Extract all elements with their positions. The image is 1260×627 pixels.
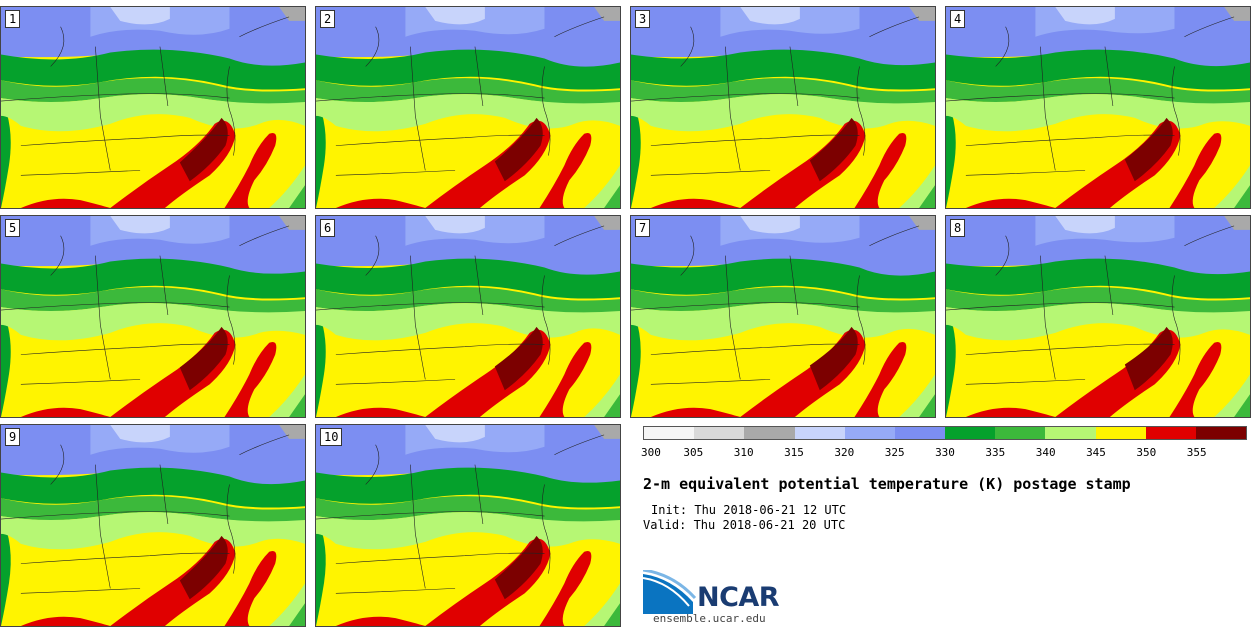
member-number-badge: 6 (320, 219, 336, 237)
member-number-badge: 2 (320, 10, 336, 28)
colorbar-tick-label: 355 (1186, 446, 1207, 459)
ensemble-member-panel: 1 (0, 6, 306, 209)
member-number-badge: 5 (5, 219, 21, 237)
colorbar-tick-label: 335 (985, 446, 1006, 459)
ncar-logo-icon (643, 570, 697, 614)
colorbar-tick-label: 340 (1035, 446, 1056, 459)
colorbar-tick-label: 310 (733, 446, 754, 459)
member-number-badge: 9 (5, 428, 21, 446)
colorbar-swatch (694, 427, 745, 439)
member-number-badge: 10 (320, 428, 343, 446)
colorbar-swatch (744, 427, 795, 439)
ensemble-member-panel: 4 (945, 6, 1251, 209)
colorbar-swatch (794, 427, 845, 439)
colorbar-swatch (945, 427, 996, 439)
ensemble-member-panel: 8 (945, 215, 1251, 418)
member-number-badge: 8 (950, 219, 966, 237)
ensemble-member-panel: 6 (315, 215, 621, 418)
ensemble-member-panel: 3 (630, 6, 936, 209)
colorbar-swatch (1195, 427, 1247, 439)
map-title: 2-m equivalent potential temperature (K)… (643, 475, 1131, 493)
colorbar-swatch (1095, 427, 1146, 439)
colorbar-swatch (644, 427, 695, 439)
colorbar-tick-label: 330 (935, 446, 955, 459)
ncar-logo-text: NCAR (697, 582, 780, 613)
colorbar-tick-label: 320 (834, 446, 855, 459)
colorbar-swatch (894, 427, 946, 439)
colorbar-swatch (1145, 427, 1196, 439)
ensemble-member-panel: 2 (315, 6, 621, 209)
colorbar-swatch (995, 427, 1046, 439)
site-url[interactable]: ensemble.ucar.edu (653, 612, 766, 625)
member-number-badge: 4 (950, 10, 966, 28)
colorbar (643, 426, 1247, 440)
colorbar-tick-label: 350 (1136, 446, 1157, 459)
ensemble-member-panel: 9 (0, 424, 306, 627)
colorbar-tick-label: 345 (1086, 446, 1106, 459)
ensemble-member-panel: 10 (315, 424, 621, 627)
member-number-badge: 1 (5, 10, 21, 28)
colorbar-swatch (1045, 427, 1096, 439)
colorbar-tick-label: 315 (784, 446, 804, 459)
colorbar-swatch (844, 427, 895, 439)
member-number-badge: 3 (635, 10, 651, 28)
colorbar-tick-label: 325 (884, 446, 905, 459)
colorbar-ticks: 300 305 310 315 320 325 330 335 340 345 350 355 (641, 446, 1247, 460)
valid-time: Valid: Thu 2018-06-21 20 UTC (643, 518, 846, 532)
colorbar-tick-label: 300 (641, 446, 661, 459)
colorbar-tick-label: 305 (683, 446, 704, 459)
ensemble-member-panel: 5 (0, 215, 306, 418)
ensemble-member-panel: 7 (630, 215, 936, 418)
member-number-badge: 7 (635, 219, 651, 237)
init-time: Init: Thu 2018-06-21 12 UTC (651, 503, 847, 517)
